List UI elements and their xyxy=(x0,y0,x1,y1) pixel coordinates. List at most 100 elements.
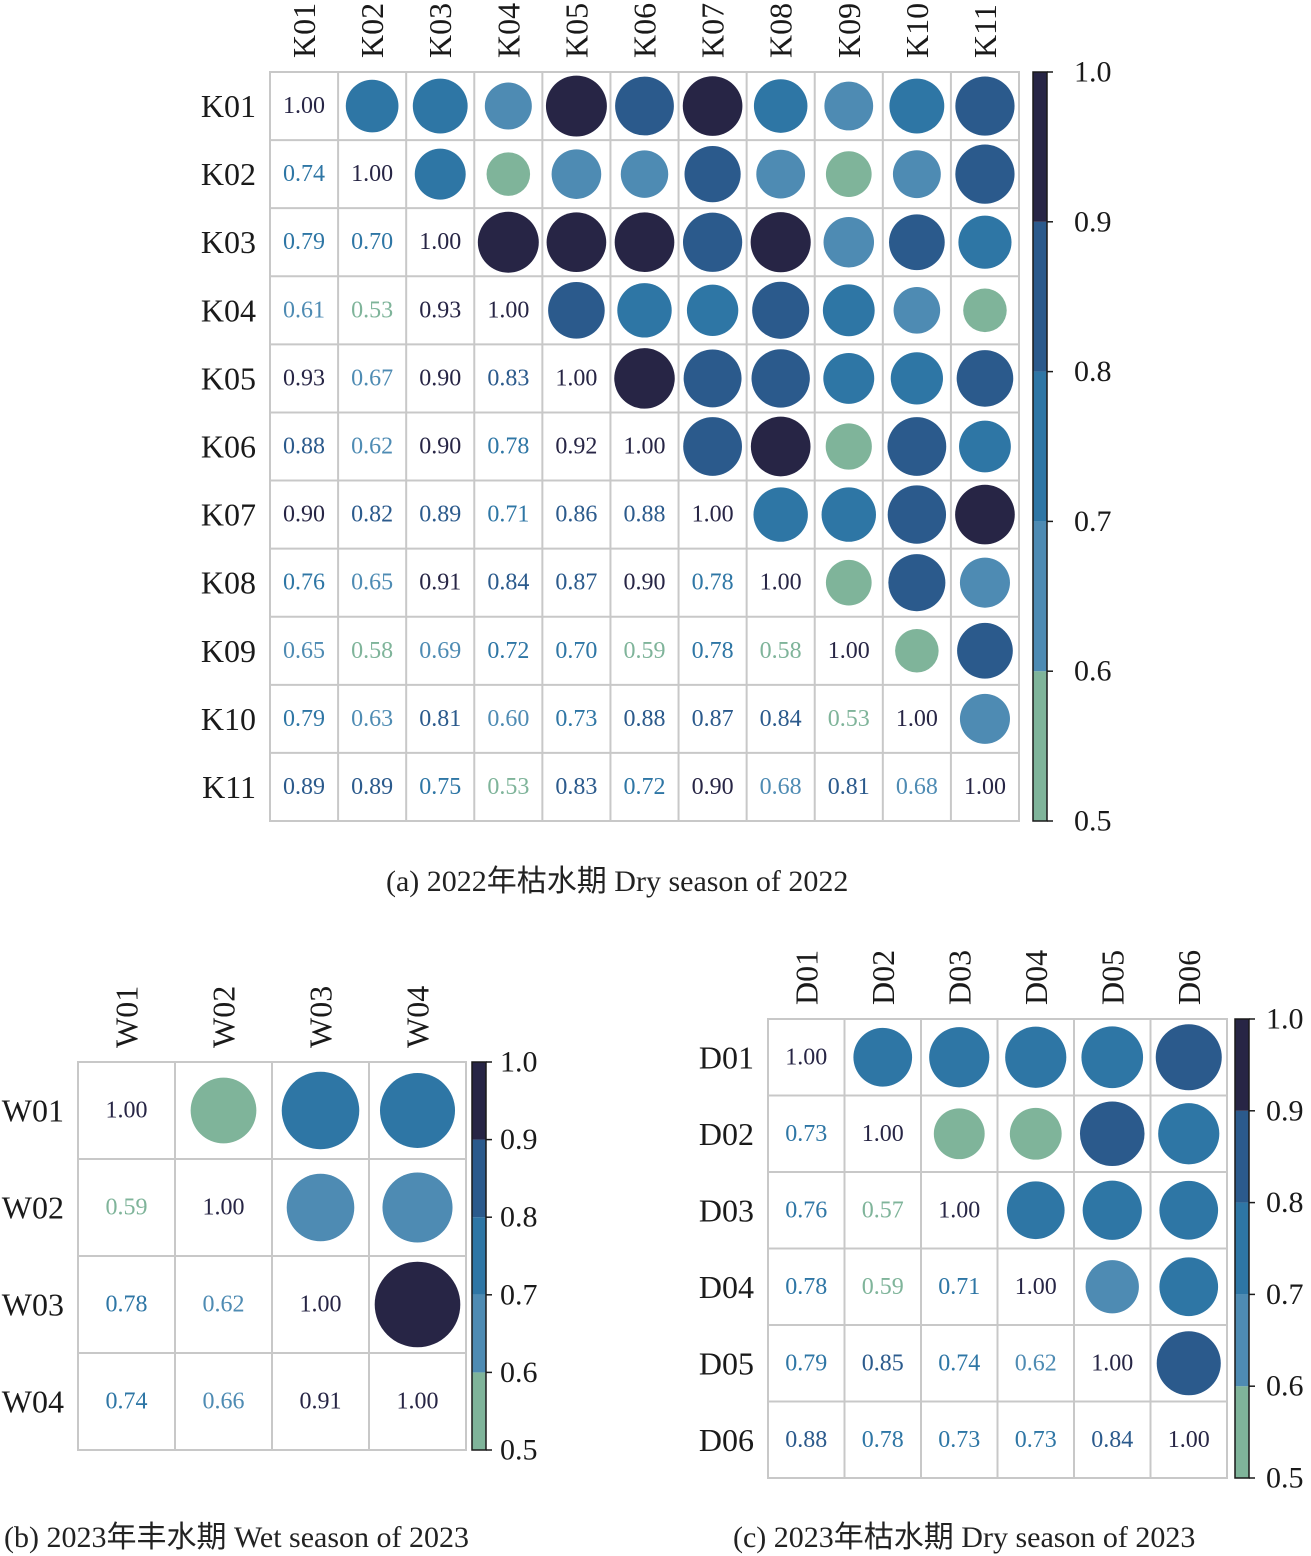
colorbar-frame xyxy=(471,1061,487,1451)
correlation-value: 1.00 xyxy=(1168,1427,1210,1453)
colorbar-tick-label: 0.7 xyxy=(500,1278,538,1311)
colorbar-tick-label: 0.5 xyxy=(500,1434,538,1467)
correlation-value: 0.74 xyxy=(938,1350,980,1376)
correlation-circle xyxy=(959,693,1010,744)
correlation-circle xyxy=(959,557,1010,608)
correlation-circle xyxy=(929,1027,990,1088)
correlation-circle xyxy=(382,1172,453,1243)
correlation-value: 0.84 xyxy=(760,706,802,732)
row-label: W03 xyxy=(2,1287,64,1323)
colorbar-band xyxy=(1235,1294,1249,1387)
row-label: K07 xyxy=(201,497,256,533)
column-label: K01 xyxy=(286,3,322,58)
correlation-circle xyxy=(615,76,674,136)
column-label: W03 xyxy=(303,986,339,1048)
colorbar-band xyxy=(1033,371,1047,522)
correlation-value: 0.81 xyxy=(419,706,461,732)
correlation-value: 0.85 xyxy=(862,1350,904,1376)
correlation-circle xyxy=(1005,1026,1067,1088)
row-label: W02 xyxy=(2,1190,64,1226)
row-label: K05 xyxy=(201,360,256,396)
colorbar-tick-label: 0.9 xyxy=(1266,1094,1304,1127)
column-label: D06 xyxy=(1171,950,1207,1005)
colorbar-tick-label: 0.8 xyxy=(1074,355,1112,388)
caption-c: (c) 2023年枯水期 Dry season of 2023 xyxy=(733,1521,1196,1554)
correlation-value: 1.00 xyxy=(1015,1274,1057,1300)
row-label: D03 xyxy=(699,1192,754,1228)
correlation-value: 0.89 xyxy=(419,502,461,528)
correlation-value: 1.00 xyxy=(106,1098,148,1124)
correlation-value: 0.78 xyxy=(692,638,734,664)
colorbar-band xyxy=(472,1139,486,1218)
colorbar-tick-label: 0.6 xyxy=(1074,655,1112,688)
correlation-circle xyxy=(1082,1180,1142,1240)
colorbar-band xyxy=(1235,1110,1249,1203)
correlation-circle xyxy=(1159,1180,1219,1240)
correlation-circle xyxy=(1159,1257,1219,1317)
colorbar-tick-label: 0.8 xyxy=(1266,1186,1304,1219)
correlation-circle xyxy=(957,622,1013,679)
column-label: W04 xyxy=(400,986,436,1048)
correlation-circle xyxy=(750,212,811,273)
column-label: K08 xyxy=(763,3,799,58)
colorbar-band xyxy=(1235,1019,1249,1111)
correlation-circle xyxy=(955,144,1015,204)
correlation-value: 0.88 xyxy=(624,502,666,528)
correlation-value: 0.71 xyxy=(938,1274,980,1300)
correlation-circle xyxy=(686,284,739,337)
colorbar-tick-label: 0.6 xyxy=(1266,1370,1304,1403)
correlation-circle xyxy=(1155,1024,1222,1091)
correlation-circle xyxy=(963,288,1007,333)
correlation-circle xyxy=(545,75,607,137)
row-label: K08 xyxy=(201,565,256,601)
correlation-circle xyxy=(412,78,468,134)
correlation-circle xyxy=(887,485,947,544)
caption-a: (a) 2022年枯水期 Dry season of 2022 xyxy=(386,865,849,898)
correlation-circle xyxy=(888,554,946,612)
correlation-value: 1.00 xyxy=(1091,1350,1133,1376)
correlation-value: 0.65 xyxy=(351,570,393,596)
correlation-circle xyxy=(1006,1181,1065,1240)
correlation-value: 0.76 xyxy=(785,1197,827,1223)
correlation-value: 0.67 xyxy=(351,365,393,391)
correlation-circle xyxy=(614,212,675,273)
correlation-circle xyxy=(683,417,742,476)
correlation-value: 0.92 xyxy=(555,434,597,460)
correlation-circle xyxy=(752,281,810,339)
panel-a: K01 K02 K03 K04 K05 K06 K07 K08 K09 K10 K11 K01 K02 K… xyxy=(201,3,1112,838)
correlation-value: 0.90 xyxy=(419,365,461,391)
correlation-value: 0.89 xyxy=(283,774,325,800)
correlation-value: 0.69 xyxy=(419,638,461,664)
correlation-circle xyxy=(551,149,602,199)
correlation-value: 0.93 xyxy=(283,365,325,391)
colorbar-tick-label: 0.9 xyxy=(500,1123,538,1156)
correlation-circle xyxy=(821,487,876,542)
correlation-circle xyxy=(620,150,669,198)
correlation-value: 0.84 xyxy=(487,570,529,596)
column-label: W01 xyxy=(109,986,145,1048)
colorbar-band xyxy=(1033,521,1047,672)
correlation-circle xyxy=(753,487,808,542)
colorbar-tick-label: 1.0 xyxy=(1074,56,1112,89)
correlation-value: 1.00 xyxy=(692,502,734,528)
correlation-value: 1.00 xyxy=(300,1292,342,1318)
correlation-value: 0.74 xyxy=(106,1389,148,1415)
correlation-circle xyxy=(190,1077,257,1144)
column-label: K11 xyxy=(967,4,1003,58)
correlation-value: 0.72 xyxy=(624,774,666,800)
correlation-value: 0.90 xyxy=(692,774,734,800)
correlation-value: 1.00 xyxy=(896,706,938,732)
colorbar-band xyxy=(1235,1202,1249,1295)
correlation-value: 1.00 xyxy=(203,1195,245,1221)
colorbar-band xyxy=(1033,221,1047,372)
correlation-value: 0.79 xyxy=(785,1350,827,1376)
correlation-circle xyxy=(889,78,945,134)
correlation-circle xyxy=(892,150,941,199)
correlation-circle xyxy=(682,212,743,272)
colorbar-tick-label: 0.7 xyxy=(1266,1278,1304,1311)
correlation-value: 0.57 xyxy=(862,1197,904,1223)
correlation-circle xyxy=(484,82,532,130)
correlation-circle xyxy=(895,629,939,673)
correlation-value: 0.70 xyxy=(555,638,597,664)
panel-b: W01 W02 W03 W04 W01 W02 W03 W04 1.00 0.59 1.00 0.78… xyxy=(2,986,538,1467)
